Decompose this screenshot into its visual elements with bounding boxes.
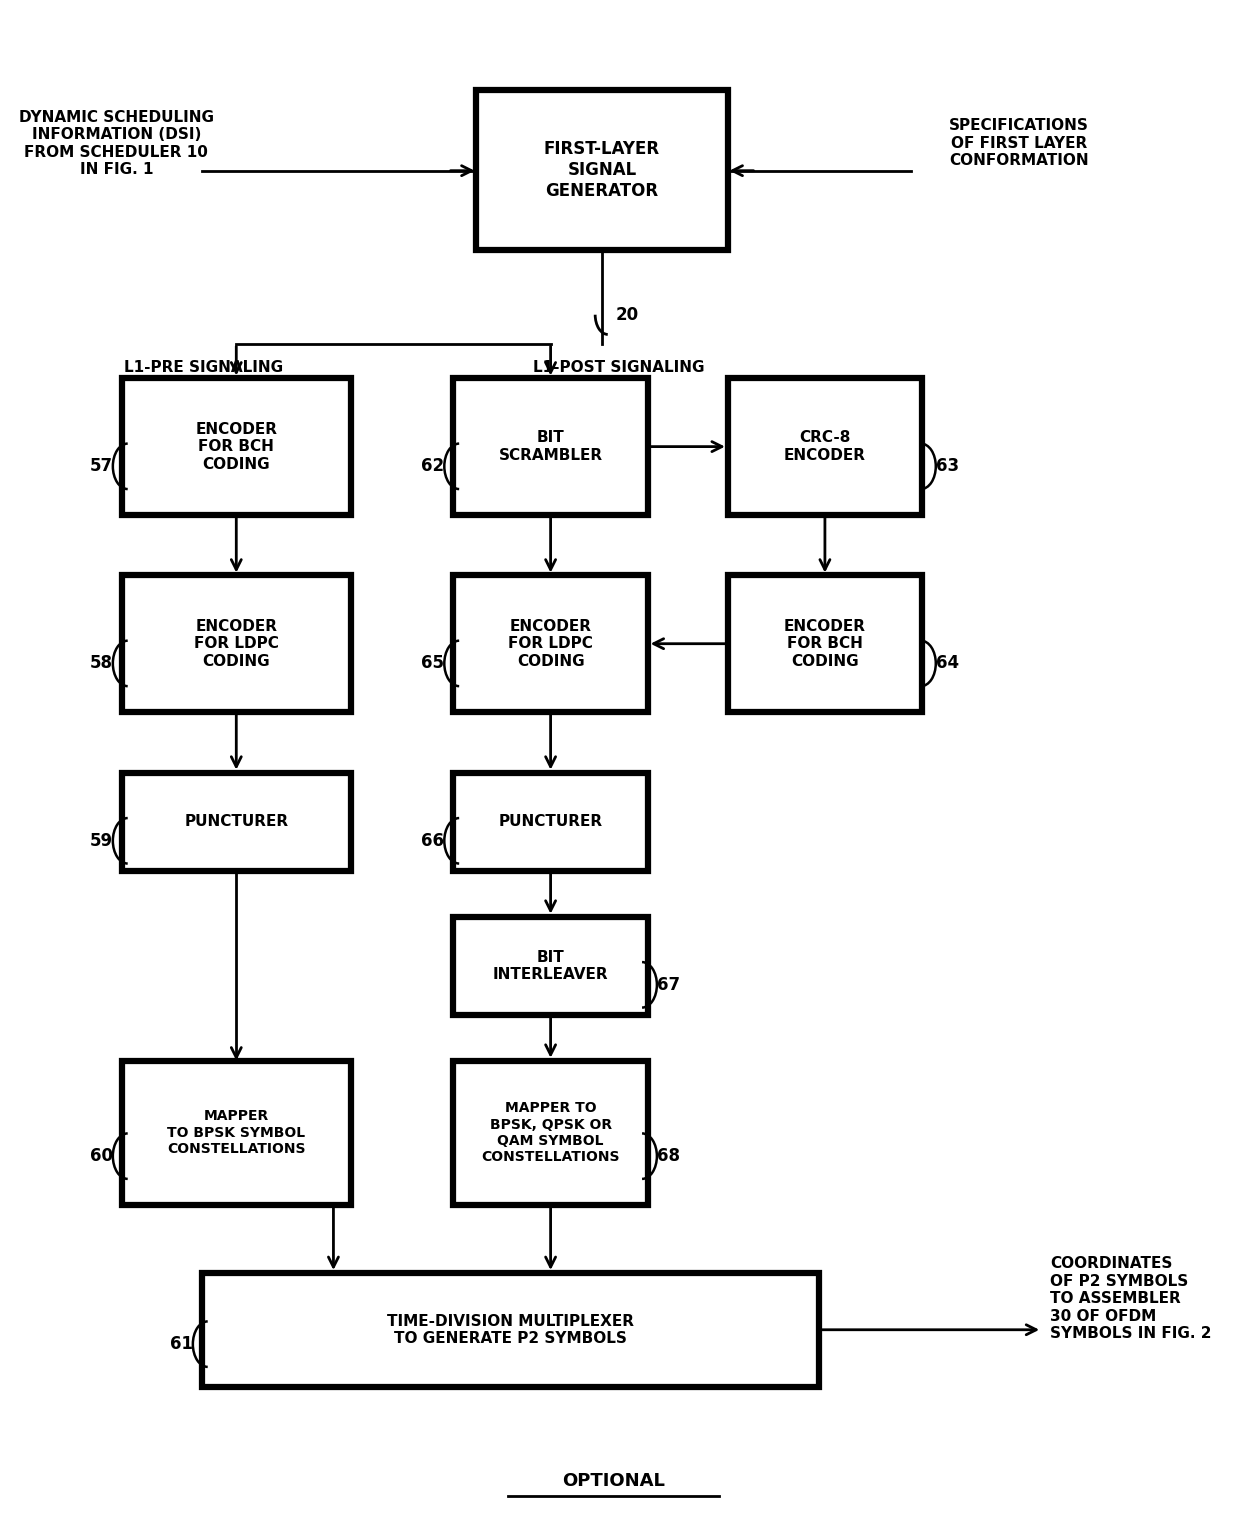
FancyBboxPatch shape <box>454 916 647 1016</box>
Text: CRC-8
ENCODER: CRC-8 ENCODER <box>784 430 866 462</box>
Text: OPTIONAL: OPTIONAL <box>562 1472 665 1490</box>
Text: MAPPER
TO BPSK SYMBOL
CONSTELLATIONS: MAPPER TO BPSK SYMBOL CONSTELLATIONS <box>167 1109 305 1155</box>
Text: PUNCTURER: PUNCTURER <box>185 814 289 829</box>
Text: 68: 68 <box>657 1148 680 1166</box>
Text: ENCODER
FOR LDPC
CODING: ENCODER FOR LDPC CODING <box>193 618 279 669</box>
FancyBboxPatch shape <box>202 1273 820 1386</box>
Text: ENCODER
FOR LDPC
CODING: ENCODER FOR LDPC CODING <box>508 618 593 669</box>
FancyBboxPatch shape <box>476 90 728 249</box>
Text: L1-PRE SIGNALING: L1-PRE SIGNALING <box>124 360 284 375</box>
Text: TIME-DIVISION MULTIPLEXER
TO GENERATE P2 SYMBOLS: TIME-DIVISION MULTIPLEXER TO GENERATE P2… <box>387 1314 634 1346</box>
Text: BIT
INTERLEAVER: BIT INTERLEAVER <box>492 950 609 982</box>
FancyBboxPatch shape <box>454 378 647 514</box>
FancyBboxPatch shape <box>728 575 923 711</box>
FancyBboxPatch shape <box>454 773 647 871</box>
Text: 64: 64 <box>936 655 959 672</box>
Text: L1-POST SIGNALING: L1-POST SIGNALING <box>533 360 706 375</box>
Text: 57: 57 <box>89 457 113 476</box>
Text: ENCODER
FOR BCH
CODING: ENCODER FOR BCH CODING <box>195 422 278 471</box>
Text: 65: 65 <box>422 655 444 672</box>
Text: ENCODER
FOR BCH
CODING: ENCODER FOR BCH CODING <box>784 618 866 669</box>
Text: COORDINATES
OF P2 SYMBOLS
TO ASSEMBLER
30 OF OFDM
SYMBOLS IN FIG. 2: COORDINATES OF P2 SYMBOLS TO ASSEMBLER 3… <box>1050 1256 1211 1340</box>
Text: 66: 66 <box>422 832 444 849</box>
FancyBboxPatch shape <box>454 575 647 711</box>
Text: 61: 61 <box>170 1336 193 1353</box>
Text: MAPPER TO
BPSK, QPSK OR
QAM SYMBOL
CONSTELLATIONS: MAPPER TO BPSK, QPSK OR QAM SYMBOL CONST… <box>481 1102 620 1164</box>
FancyBboxPatch shape <box>122 575 351 711</box>
Text: 58: 58 <box>89 655 113 672</box>
FancyBboxPatch shape <box>728 378 923 514</box>
FancyBboxPatch shape <box>122 1060 351 1204</box>
Text: 59: 59 <box>89 832 113 849</box>
Text: BIT
SCRAMBLER: BIT SCRAMBLER <box>498 430 603 462</box>
Text: 67: 67 <box>657 976 680 994</box>
Text: 63: 63 <box>936 457 959 476</box>
Text: 60: 60 <box>89 1148 113 1166</box>
FancyBboxPatch shape <box>122 773 351 871</box>
Text: SPECIFICATIONS
OF FIRST LAYER
CONFORMATION: SPECIFICATIONS OF FIRST LAYER CONFORMATI… <box>950 118 1089 168</box>
Text: 62: 62 <box>422 457 444 476</box>
FancyBboxPatch shape <box>122 378 351 514</box>
FancyBboxPatch shape <box>454 1060 647 1204</box>
Text: FIRST-LAYER
SIGNAL
GENERATOR: FIRST-LAYER SIGNAL GENERATOR <box>544 141 660 200</box>
Text: DYNAMIC SCHEDULING
INFORMATION (DSI)
FROM SCHEDULER 10
IN FIG. 1: DYNAMIC SCHEDULING INFORMATION (DSI) FRO… <box>19 110 213 177</box>
Text: 20: 20 <box>616 306 639 324</box>
Text: PUNCTURER: PUNCTURER <box>498 814 603 829</box>
